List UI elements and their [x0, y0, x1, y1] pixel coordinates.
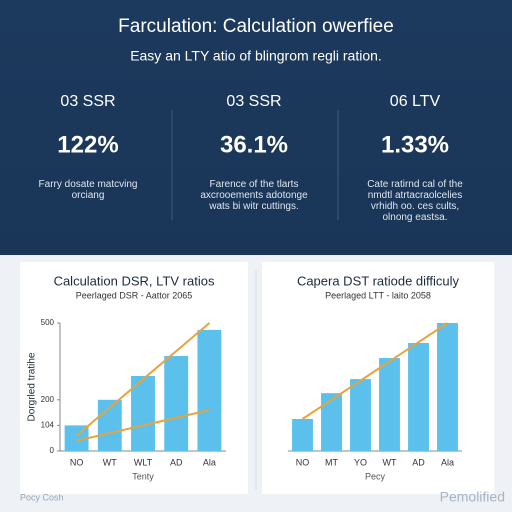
line — [76, 409, 210, 442]
x-tick-label: AD — [170, 457, 183, 467]
x-tick-label: NO — [70, 457, 84, 467]
kpi-note: Farry dosate matcving orciang — [39, 179, 138, 201]
line — [75, 322, 211, 437]
title: Farculation: Calculation owerfiee — [118, 16, 394, 37]
y-tick-label: 104 — [41, 421, 55, 430]
x-tick-label: WT — [103, 457, 117, 467]
kpi-note: Cate ratirnd cal of the nmdtl atrtacraolc… — [367, 179, 463, 223]
y-tick-label: 500 — [41, 318, 55, 327]
x-tick-label: Ala — [203, 457, 216, 467]
footer-right: Pemolified — [440, 489, 505, 505]
bar — [350, 379, 371, 451]
chart-subtitle: Peerlaged LTT - laito 2058 — [325, 290, 431, 300]
header-bg — [0, 0, 512, 255]
bar — [379, 358, 400, 451]
x-tick-label: MT — [325, 457, 338, 467]
x-tick-label: AD — [412, 457, 425, 467]
x-tick-label: Ala — [441, 457, 454, 467]
x-tick-label: WT — [383, 457, 397, 467]
bar — [131, 375, 155, 451]
bar — [292, 419, 313, 451]
x-tick-label: WLT — [134, 457, 153, 467]
bar — [197, 329, 222, 451]
kpi-label: 06 LTV — [390, 93, 441, 110]
y-tick-label: 200 — [41, 395, 55, 404]
footer-left: Pocy Cosh — [20, 492, 64, 502]
chart-title: Capera DST ratiode difficuly — [297, 273, 460, 288]
chart-title: Calculation DSR, LTV ratios — [54, 273, 215, 288]
line — [301, 322, 449, 420]
kpi-label: 03 SSR — [60, 93, 115, 110]
bar — [437, 323, 458, 451]
x-tick-label: NO — [296, 457, 310, 467]
x-tick-label: YO — [354, 457, 367, 467]
x-axis-label: Pecy — [365, 471, 386, 481]
x-axis-label: Tenty — [132, 471, 154, 481]
bar — [164, 356, 189, 451]
y-tick-label: 0 — [50, 446, 55, 455]
kpi-value: 122% — [57, 131, 118, 158]
kpi-value: 36.1% — [220, 131, 288, 158]
kpi-label: 03 SSR — [226, 93, 281, 110]
kpi-value: 1.33% — [381, 131, 449, 158]
chart-subtitle: Peerlaged DSR - Aattor 2065 — [76, 290, 193, 300]
y-axis-label: Dorgrled tratihe — [27, 352, 38, 421]
bar — [408, 342, 429, 451]
bar — [321, 393, 342, 451]
subtitle: Easy an LTY atio of blingrom regli ratio… — [130, 48, 382, 64]
kpi-note: Farence of the tlarts axcrooements adoton… — [200, 179, 308, 212]
